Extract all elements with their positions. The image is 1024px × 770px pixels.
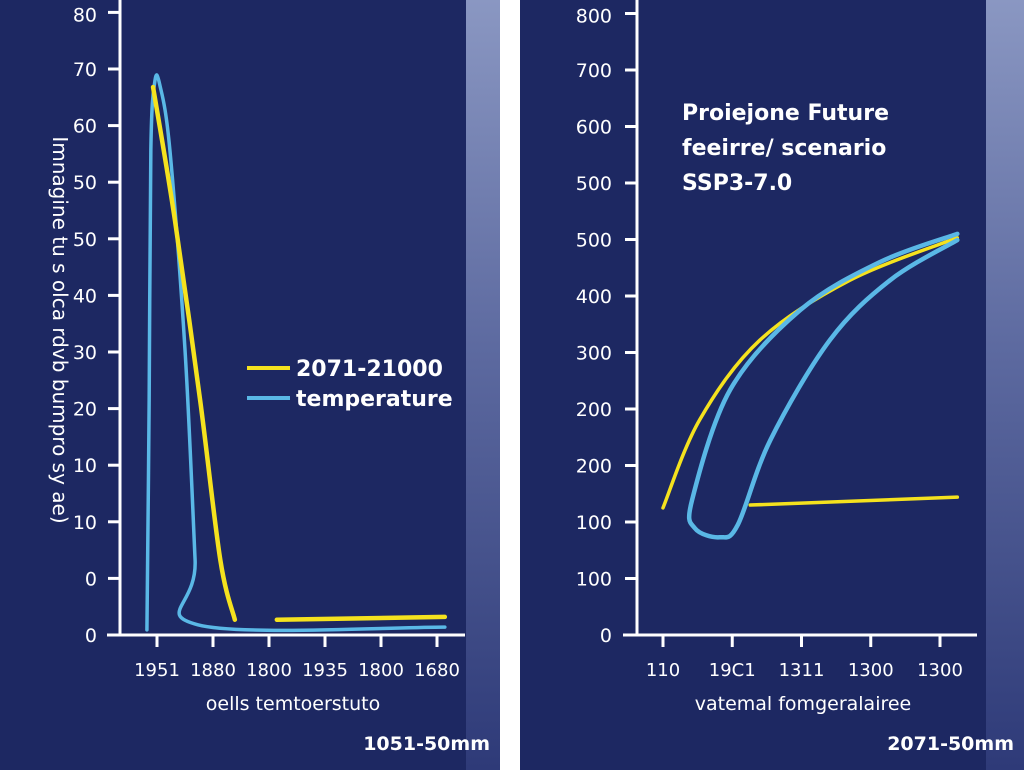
chart-title-line: SSP3-7.0 xyxy=(682,171,792,196)
x-axis-label: vatemal fomgeralairee xyxy=(695,693,912,715)
series-line-blue-0 xyxy=(686,231,960,540)
y-tick-label: 20 xyxy=(73,399,97,421)
x-tick-label: 110 xyxy=(646,660,680,681)
y-tick-label: 0 xyxy=(85,625,97,647)
x-tick-label: 1935 xyxy=(302,660,348,681)
left-chart: 0 0 10 10 20 30 40 50 50 60 70 80 1951 1880 1800 1935 18… xyxy=(48,0,490,755)
y-tick-label: 80 xyxy=(73,4,97,26)
panel-edge-gradient xyxy=(466,0,500,770)
series-line-yellow-0 xyxy=(661,236,960,510)
x-tick-label: 19C1 xyxy=(709,660,756,681)
y-tick-label: 800 xyxy=(576,6,612,28)
y-tick-label: 500 xyxy=(576,230,612,252)
chart-title-line: Proiejone Future xyxy=(682,101,889,126)
y-tick-label: 60 xyxy=(73,116,97,138)
y-tick-label: 70 xyxy=(73,59,97,81)
y-tick-label: 100 xyxy=(576,569,612,591)
x-tick-label: 1880 xyxy=(190,660,236,681)
x-tick-label: 1311 xyxy=(779,660,825,681)
y-tick-label: 0 xyxy=(600,625,612,647)
y-tick-label: 600 xyxy=(576,117,612,139)
x-tick-label: 1300 xyxy=(848,660,894,681)
series-line-blue-0 xyxy=(145,73,447,633)
right-chart: 0 100 100 200 200 300 400 500 500 600 700 800 110 19C… xyxy=(576,0,1014,755)
series-line-yellow-1 xyxy=(274,614,448,622)
x-tick-label: 1800 xyxy=(358,660,404,681)
series-line-yellow-1 xyxy=(748,495,960,507)
y-tick-label: 200 xyxy=(576,456,612,478)
x-axis-label: oells temtoerstuto xyxy=(206,693,381,715)
y-tick-label: 50 xyxy=(73,229,97,251)
y-tick-label: 40 xyxy=(73,285,97,307)
x-tick-label: 1300 xyxy=(917,660,963,681)
left-chart-panel: 0 0 10 10 20 30 40 50 50 60 70 80 1951 1880 1800 1935 18… xyxy=(0,0,500,770)
y-tick-label: 30 xyxy=(73,342,97,364)
y-tick-label: 500 xyxy=(576,173,612,195)
y-tick-label: 400 xyxy=(576,286,612,308)
x-tick-label: 1951 xyxy=(134,660,180,681)
x-tick-label: 1680 xyxy=(414,660,460,681)
y-tick-label: 300 xyxy=(576,343,612,365)
chart-title-line: feeirre/ scenario xyxy=(682,136,886,161)
legend-label: 2071-21000 xyxy=(296,357,443,382)
legend-label: temperature xyxy=(296,387,453,412)
panel-edge-gradient xyxy=(986,0,1024,770)
footnote: 1051-50mm xyxy=(363,733,490,755)
y-tick-label: 50 xyxy=(73,172,97,194)
series-line-yellow-0 xyxy=(150,84,238,622)
x-tick-label: 1800 xyxy=(246,660,292,681)
y-tick-label: 10 xyxy=(73,455,97,477)
y-axis-label: Imnagine tu s olca rdvb bumpro sy ae) xyxy=(48,136,72,523)
y-tick-label: 700 xyxy=(576,60,612,82)
footnote: 2071-50mm xyxy=(887,733,1014,755)
y-tick-label: 100 xyxy=(576,512,612,534)
y-tick-label: 10 xyxy=(73,512,97,534)
y-tick-label: 200 xyxy=(576,399,612,421)
right-chart-panel: 0 100 100 200 200 300 400 500 500 600 700 800 110 19C… xyxy=(520,0,1024,770)
y-tick-label: 0 xyxy=(85,568,97,590)
